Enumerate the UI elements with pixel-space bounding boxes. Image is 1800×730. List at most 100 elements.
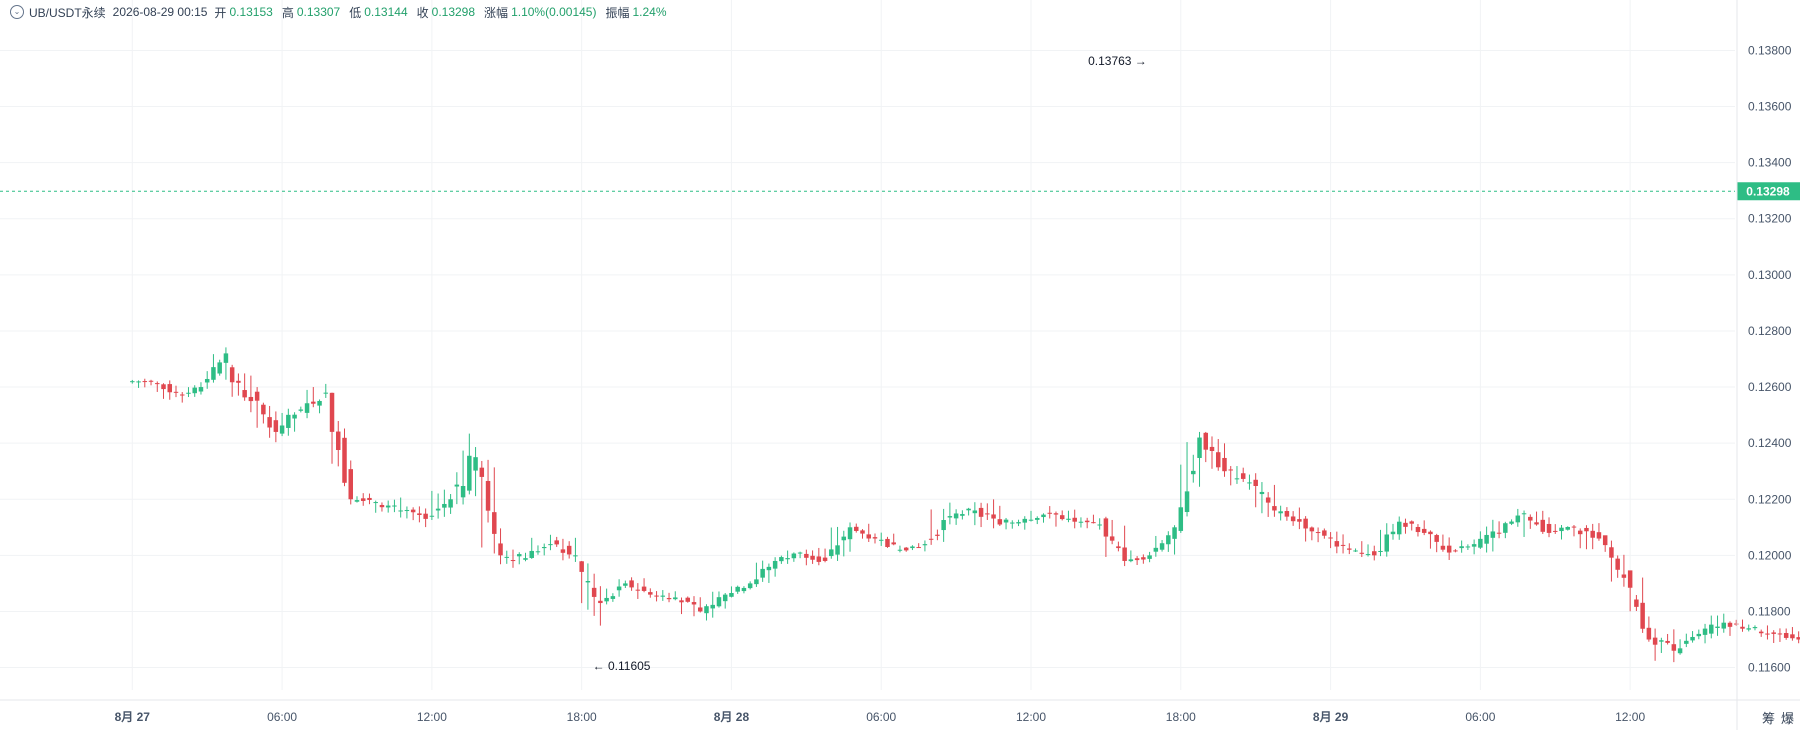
candle-body bbox=[1590, 530, 1595, 538]
candle-down bbox=[560, 538, 566, 561]
candle-up bbox=[922, 540, 928, 552]
candle-up bbox=[1702, 623, 1708, 644]
candle-up bbox=[573, 537, 578, 562]
candle-body bbox=[697, 607, 703, 612]
candle-down bbox=[1421, 520, 1427, 536]
candle-body bbox=[1559, 527, 1564, 532]
candle-up bbox=[772, 557, 778, 577]
candle-body bbox=[360, 498, 366, 501]
candle-body bbox=[1471, 544, 1477, 547]
x-tick-label: 8月 28 bbox=[714, 710, 750, 724]
candle-down bbox=[985, 503, 990, 520]
candle-body bbox=[1253, 479, 1258, 487]
candle-down bbox=[691, 596, 697, 617]
candle-down bbox=[648, 588, 653, 598]
candle-up bbox=[1384, 523, 1389, 557]
candle-down bbox=[1646, 616, 1652, 642]
candle-down bbox=[1609, 540, 1614, 582]
candle-body bbox=[329, 392, 335, 432]
candle-down bbox=[417, 506, 422, 523]
candle-down bbox=[991, 499, 996, 529]
last-price-tag bbox=[1737, 182, 1800, 201]
candle-body bbox=[1677, 648, 1683, 654]
candle-down bbox=[1109, 519, 1115, 545]
candle-body bbox=[1128, 559, 1134, 562]
candle-down bbox=[1372, 545, 1377, 561]
candle-down bbox=[1272, 484, 1277, 517]
candle-down bbox=[1116, 541, 1121, 552]
y-tick-label: 0.12400 bbox=[1748, 436, 1792, 450]
candle-down bbox=[242, 373, 247, 401]
candle-body bbox=[760, 568, 765, 578]
liquidation-toggle[interactable]: 爆 bbox=[1781, 711, 1795, 726]
candle-body bbox=[204, 378, 210, 383]
candle-body bbox=[560, 549, 566, 553]
candle-body bbox=[179, 394, 185, 396]
candle-up bbox=[741, 586, 747, 594]
candle-down bbox=[1215, 438, 1221, 471]
candle-down bbox=[423, 508, 428, 528]
candle-down bbox=[1615, 555, 1620, 578]
candle-down bbox=[891, 533, 896, 546]
candle-down bbox=[155, 381, 160, 392]
candle-down bbox=[1072, 509, 1077, 529]
candle-up bbox=[760, 560, 765, 582]
candle-up bbox=[1035, 516, 1040, 525]
candle-body bbox=[198, 387, 204, 392]
candle-body bbox=[1284, 511, 1290, 517]
candle-body bbox=[573, 555, 578, 557]
candle-down bbox=[1577, 528, 1583, 549]
candle-body bbox=[161, 384, 166, 390]
candle-down bbox=[1222, 443, 1227, 477]
candle-body bbox=[1671, 644, 1677, 651]
candle-down bbox=[1209, 436, 1215, 469]
candle-body bbox=[841, 536, 847, 541]
candle-body bbox=[685, 597, 691, 602]
candle-up bbox=[1721, 613, 1727, 633]
candle-body bbox=[1234, 478, 1240, 480]
y-tick-label: 0.13200 bbox=[1748, 212, 1792, 226]
candle-body bbox=[928, 538, 934, 540]
candle-body bbox=[1322, 530, 1327, 536]
candle-body bbox=[510, 560, 516, 562]
candle-body bbox=[704, 606, 709, 614]
candle-up bbox=[1016, 519, 1021, 527]
candle-up bbox=[504, 550, 510, 564]
candle-up bbox=[616, 579, 622, 597]
candle-body bbox=[1758, 631, 1764, 634]
candle-down bbox=[1534, 511, 1539, 526]
candle-down bbox=[329, 392, 335, 464]
change-value: 1.10%(0.00145) bbox=[511, 5, 597, 19]
candle-body bbox=[1365, 554, 1371, 556]
x-tick-label: 06:00 bbox=[866, 710, 896, 724]
candle-body bbox=[229, 367, 235, 383]
candle-up bbox=[529, 537, 534, 559]
candle-down bbox=[1347, 543, 1352, 555]
candle-up bbox=[1690, 631, 1695, 643]
candle-body bbox=[1696, 633, 1702, 637]
y-tick-label: 0.11600 bbox=[1748, 661, 1791, 675]
candle-down bbox=[367, 493, 372, 505]
chip-distribution-toggle[interactable]: 筹 bbox=[1762, 711, 1776, 726]
candle-body bbox=[1584, 527, 1589, 532]
candle-body bbox=[173, 391, 179, 393]
candle-up bbox=[1365, 544, 1371, 557]
overlays: 0.13298 0.13763 → ← 0.11605 bbox=[0, 54, 1800, 673]
candle-body bbox=[1577, 530, 1583, 535]
candle-body bbox=[479, 467, 485, 477]
candle-body bbox=[1627, 570, 1633, 588]
candle-down bbox=[485, 459, 491, 523]
candle-body bbox=[1116, 546, 1121, 549]
candle-body bbox=[1028, 519, 1034, 521]
candle-body bbox=[311, 401, 316, 404]
candle-body bbox=[535, 551, 541, 553]
candle-down bbox=[872, 533, 878, 544]
candle-body bbox=[673, 597, 678, 600]
candle-up bbox=[398, 497, 403, 518]
candle-up bbox=[1684, 633, 1689, 648]
candle-up bbox=[1565, 526, 1570, 531]
collapse-chevron-icon[interactable]: ⌄ bbox=[10, 5, 24, 19]
candle-up bbox=[1147, 551, 1152, 563]
